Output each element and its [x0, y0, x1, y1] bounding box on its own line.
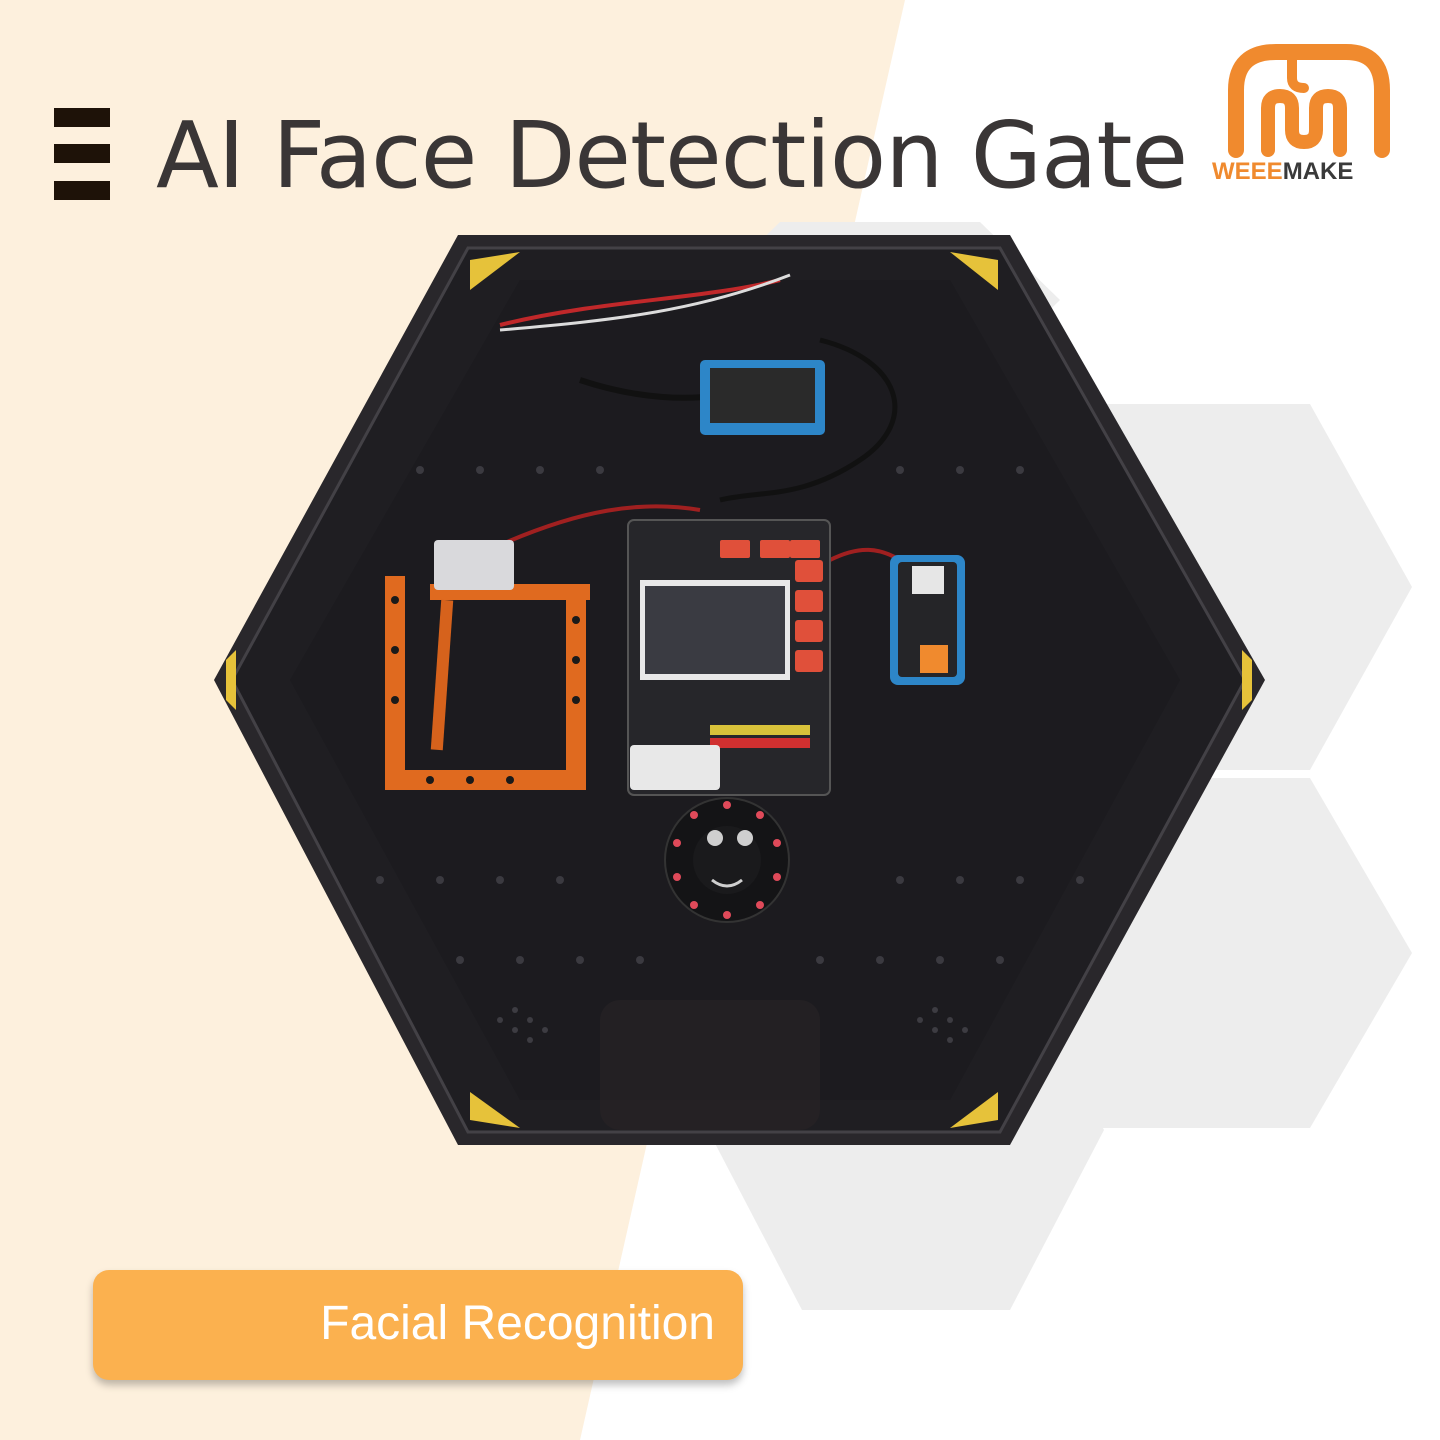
page-title: AI Face Detection Gate — [156, 102, 1188, 209]
servo-motor — [434, 540, 514, 590]
menu-icon[interactable] — [54, 108, 110, 200]
brand-name-weee: WEEE — [1212, 158, 1283, 185]
usb-connector — [630, 745, 720, 790]
gate-arm-bottom — [385, 770, 575, 790]
menu-bar — [54, 181, 110, 200]
menu-bar — [54, 144, 110, 163]
feature-badge-label: Facial Recognition — [320, 1297, 715, 1350]
product-photo — [214, 235, 1265, 1145]
brand-name-make: MAKE — [1282, 158, 1354, 185]
menu-bar — [54, 108, 110, 127]
gate-arm-right — [566, 585, 586, 790]
feature-badge: Facial Recognition — [93, 1270, 743, 1380]
brand-name: WEEEMAKE — [1212, 158, 1353, 186]
elephant-logo-icon — [1228, 44, 1390, 158]
gate-arm-left — [385, 576, 405, 786]
lcd-screen — [645, 586, 785, 674]
